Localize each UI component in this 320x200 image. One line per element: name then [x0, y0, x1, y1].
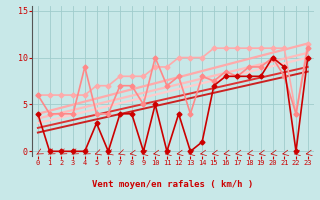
X-axis label: Vent moyen/en rafales ( km/h ): Vent moyen/en rafales ( km/h ) — [92, 180, 253, 189]
